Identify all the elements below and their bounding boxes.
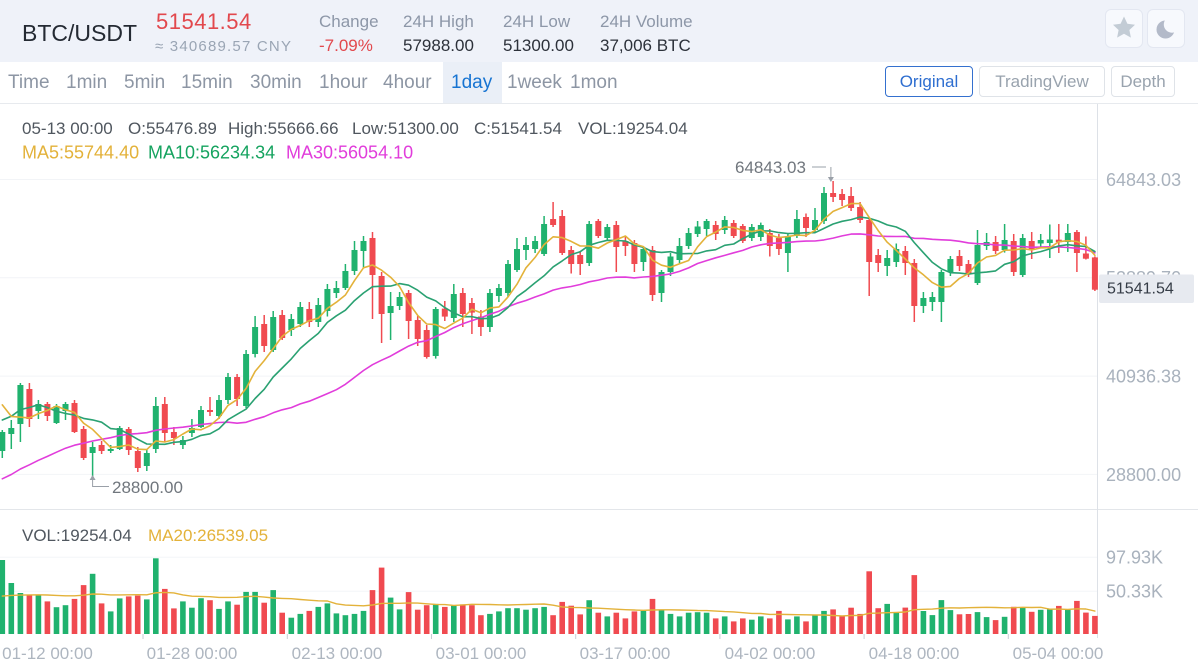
svg-text:VOL:19254.04: VOL:19254.04	[22, 526, 132, 545]
svg-text:04-18 00:00: 04-18 00:00	[869, 644, 960, 663]
svg-text:04-02 00:00: 04-02 00:00	[725, 644, 816, 663]
svg-text:C:51541.54: C:51541.54	[474, 119, 562, 138]
svg-text:01-12 00:00: 01-12 00:00	[2, 644, 93, 663]
svg-text:51541.54: 51541.54	[1107, 281, 1174, 298]
svg-text:64843.03: 64843.03	[735, 158, 806, 177]
svg-text:O:55476.89: O:55476.89	[128, 119, 217, 138]
svg-text:28800.00: 28800.00	[1106, 465, 1181, 485]
svg-text:MA20:26539.05: MA20:26539.05	[148, 526, 268, 545]
svg-text:05-13 00:00: 05-13 00:00	[22, 119, 113, 138]
svg-text:28800.00: 28800.00	[112, 478, 183, 497]
svg-text:50.33K: 50.33K	[1106, 582, 1163, 602]
svg-text:64843.03: 64843.03	[1106, 170, 1181, 190]
svg-text:MA10:56234.34: MA10:56234.34	[148, 143, 275, 163]
svg-text:MA30:56054.10: MA30:56054.10	[286, 143, 413, 163]
svg-text:05-04 00:00: 05-04 00:00	[1013, 644, 1104, 663]
svg-text:01-28 00:00: 01-28 00:00	[147, 644, 238, 663]
svg-text:VOL:19254.04: VOL:19254.04	[578, 119, 688, 138]
svg-text:03-17 00:00: 03-17 00:00	[580, 644, 671, 663]
svg-text:Low:51300.00: Low:51300.00	[352, 119, 459, 138]
svg-text:02-13 00:00: 02-13 00:00	[292, 644, 383, 663]
svg-text:MA5:55744.40: MA5:55744.40	[22, 143, 139, 163]
svg-text:03-01 00:00: 03-01 00:00	[436, 644, 527, 663]
svg-text:40936.38: 40936.38	[1106, 367, 1181, 387]
svg-text:97.93K: 97.93K	[1106, 548, 1163, 568]
svg-text:High:55666.66: High:55666.66	[228, 119, 339, 138]
